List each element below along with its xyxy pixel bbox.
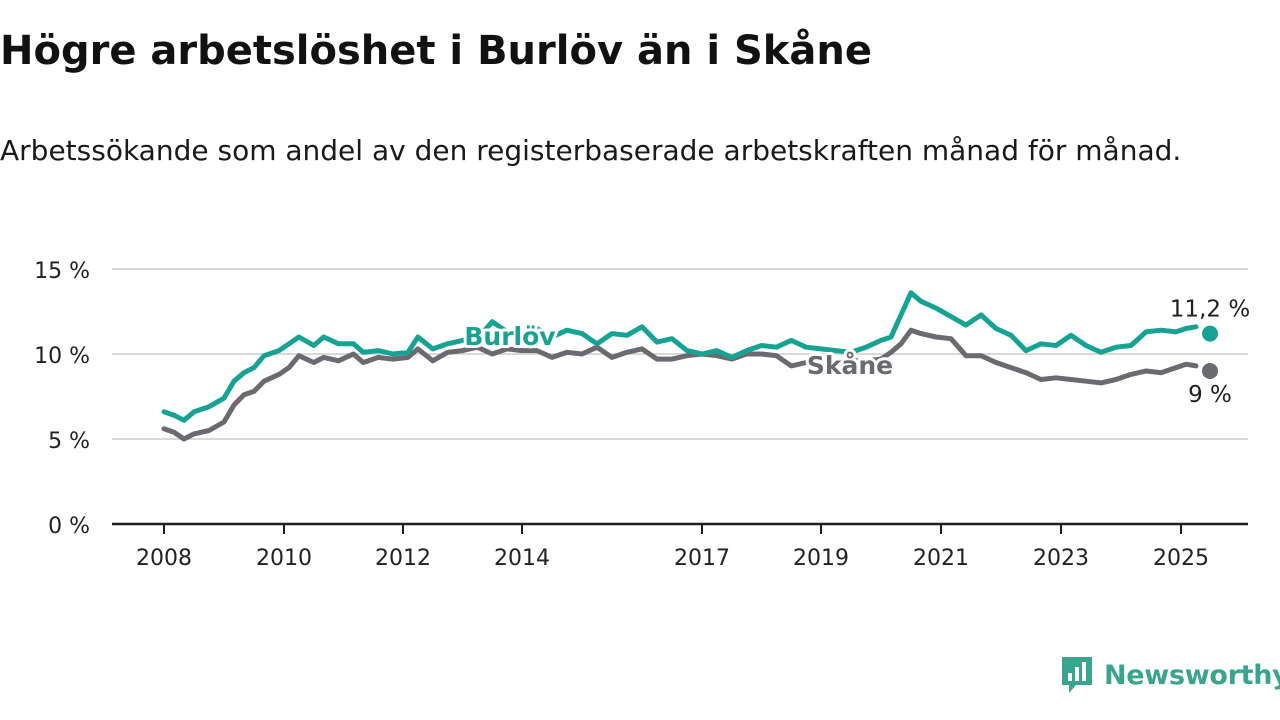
x-tick-label: 2014	[494, 546, 550, 571]
newsworthy-logo-icon	[1062, 657, 1092, 693]
newsworthy-logo: Newsworthy	[1060, 654, 1280, 696]
series-label-skane: Skåne	[807, 351, 893, 380]
series-line-burlov	[161, 290, 1199, 423]
x-tick-label: 2019	[793, 546, 849, 571]
y-tick-label: 0 %	[48, 514, 90, 539]
end-point-burlov	[1202, 325, 1218, 342]
x-tick-label: 2008	[136, 546, 192, 571]
x-axis: 2008 2010 2012 2014 2017 2019 2021 2023 2025	[112, 522, 1248, 571]
x-tick-label: 2012	[375, 546, 431, 571]
series-lines	[161, 290, 1218, 442]
y-tick-label: 15 %	[34, 259, 90, 284]
end-label-burlov: 11,2 %	[1170, 297, 1250, 323]
x-tick-label: 2023	[1033, 546, 1089, 571]
y-axis-ticks: 0 % 5 % 10 % 15 %	[34, 259, 90, 539]
series-label-burlov: Burlöv	[464, 322, 555, 351]
y-tick-label: 10 %	[34, 344, 90, 369]
chart-title: Högre arbetslöshet i Burlöv än i Skåne	[0, 28, 872, 74]
end-label-skane: 9 %	[1188, 382, 1232, 408]
gridlines	[112, 268, 1248, 440]
chart-subtitle: Arbetssökande som andel av den registerb…	[0, 134, 1182, 167]
end-point-skane	[1202, 363, 1218, 379]
x-tick-label: 2025	[1153, 546, 1209, 571]
brand-name: Newsworthy	[1104, 659, 1280, 691]
series-line-skane	[161, 327, 1199, 442]
series-labels: Burlöv Skåne 11,2 % 9 %	[461, 294, 1253, 411]
x-tick-label: 2017	[674, 546, 730, 571]
x-tick-label: 2021	[913, 546, 969, 571]
x-tick-label: 2010	[256, 546, 312, 571]
y-tick-label: 5 %	[48, 429, 90, 454]
